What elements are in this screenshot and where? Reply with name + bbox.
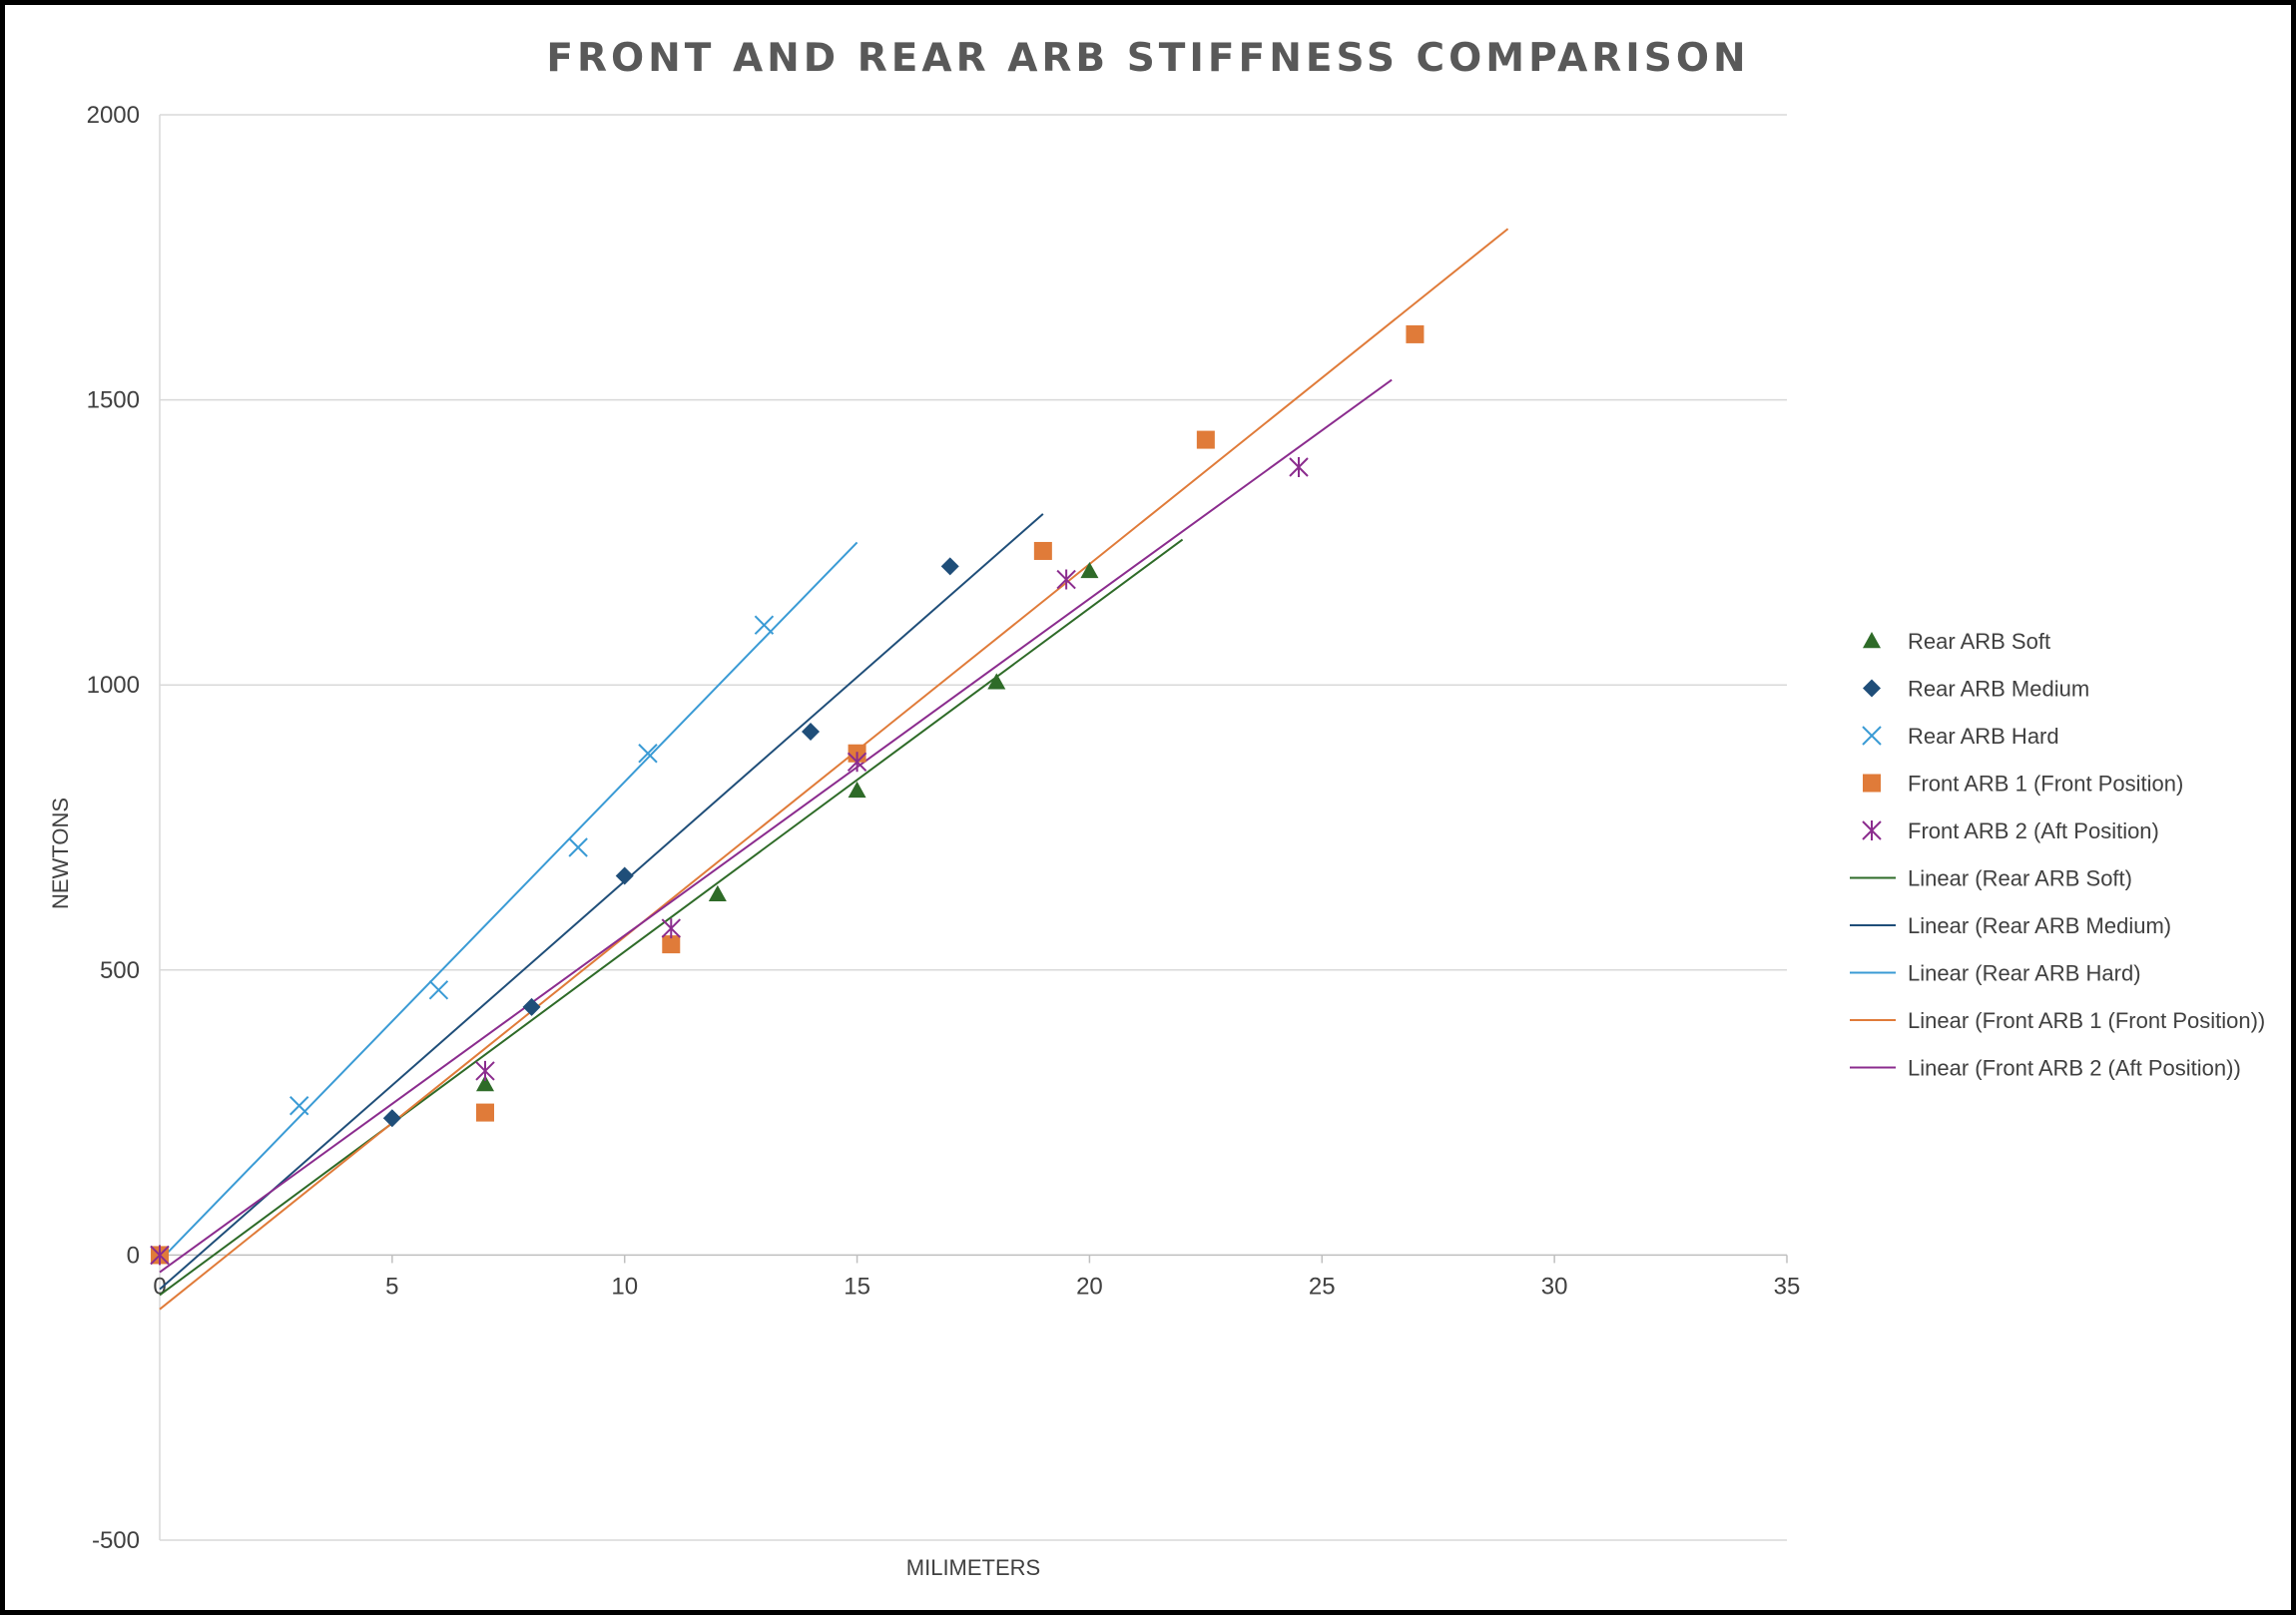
x-tick-label: 10 <box>611 1273 638 1300</box>
legend-label: Rear ARB Hard <box>1908 724 2059 749</box>
legend-marker <box>1862 726 1882 746</box>
y-tick-label: 1000 <box>87 672 140 699</box>
data-point <box>1196 430 1215 449</box>
data-point <box>987 673 1006 690</box>
x-tick-label: 5 <box>385 1273 398 1300</box>
data-point <box>615 866 634 885</box>
y-tick-label: -500 <box>92 1527 140 1554</box>
y-tick-label: 0 <box>127 1242 140 1269</box>
data-point <box>1056 569 1076 590</box>
y-axis-title: NEWTONS <box>48 798 73 909</box>
trendlines <box>159 228 1509 1311</box>
data-point <box>568 837 588 857</box>
axes <box>159 115 1788 1540</box>
data-point <box>848 781 866 799</box>
legend-marker <box>1863 632 1881 649</box>
legend-label: Linear (Rear ARB Hard) <box>1908 961 2141 986</box>
x-tick-label: 30 <box>1541 1273 1568 1300</box>
legend-label: Linear (Front ARB 1 (Front Position)) <box>1908 1008 2265 1033</box>
data-point <box>476 1103 494 1122</box>
legend-label: Rear ARB Medium <box>1908 677 2089 702</box>
y-tick-label: 500 <box>100 957 140 984</box>
x-tick-label: 35 <box>1774 1273 1801 1300</box>
x-axis-title: MILIMETERS <box>906 1555 1040 1580</box>
data-point <box>802 723 820 742</box>
gridlines <box>160 114 1787 1541</box>
trendline <box>159 538 1184 1297</box>
data-point <box>428 980 449 1000</box>
data-point <box>1080 561 1099 579</box>
scatter-chart: FRONT AND REAR ARB STIFFNESS COMPARISON … <box>48 36 2265 1580</box>
y-tick-label: 2000 <box>87 102 140 129</box>
y-tick-label: 1500 <box>87 387 140 414</box>
legend-label: Linear (Rear ARB Medium) <box>1908 913 2171 938</box>
data-point <box>1289 457 1309 478</box>
x-tick-label: 0 <box>153 1273 166 1300</box>
x-axis-tick-labels: 0 5 10 15 20 25 30 35 <box>153 1273 1800 1300</box>
data-point <box>847 752 867 773</box>
data-point <box>754 615 775 635</box>
data-point <box>150 1245 170 1266</box>
legend-label: Linear (Rear ARB Soft) <box>1908 866 2132 891</box>
y-axis-tick-labels: -500 0 500 1000 1500 2000 <box>87 102 140 1554</box>
trendline <box>159 541 859 1262</box>
data-point <box>475 1060 495 1081</box>
data-point <box>940 557 959 576</box>
data-point <box>662 935 681 954</box>
legend-marker <box>1862 820 1882 840</box>
data-point <box>661 918 681 939</box>
data-point <box>1033 541 1052 560</box>
chart-title: FRONT AND REAR ARB STIFFNESS COMPARISON <box>546 36 1749 81</box>
legend-label: Linear (Front ARB 2 (Aft Position)) <box>1908 1056 2241 1081</box>
data-point <box>289 1096 309 1116</box>
data-point <box>382 1109 401 1128</box>
legend-marker <box>1863 774 1881 793</box>
data-point <box>522 997 541 1016</box>
data-point <box>708 884 727 902</box>
legend-label: Rear ARB Soft <box>1908 629 2050 654</box>
legend-label: Front ARB 2 (Aft Position) <box>1908 818 2159 843</box>
x-tick-label: 15 <box>844 1273 870 1300</box>
trendline <box>159 378 1393 1274</box>
data-point <box>638 744 658 764</box>
legend-label: Front ARB 1 (Front Position) <box>1908 772 2183 797</box>
x-tick-label: 25 <box>1309 1273 1336 1300</box>
data-points <box>150 324 1425 1266</box>
x-tick-label: 20 <box>1076 1273 1103 1300</box>
trendline <box>159 513 1044 1291</box>
legend: Rear ARB Soft Rear ARB Medium Rear ARB Har… <box>1850 629 2265 1081</box>
data-point <box>1406 324 1425 343</box>
trendline <box>159 228 1509 1311</box>
data-point <box>476 1075 494 1092</box>
legend-marker <box>1863 679 1881 698</box>
